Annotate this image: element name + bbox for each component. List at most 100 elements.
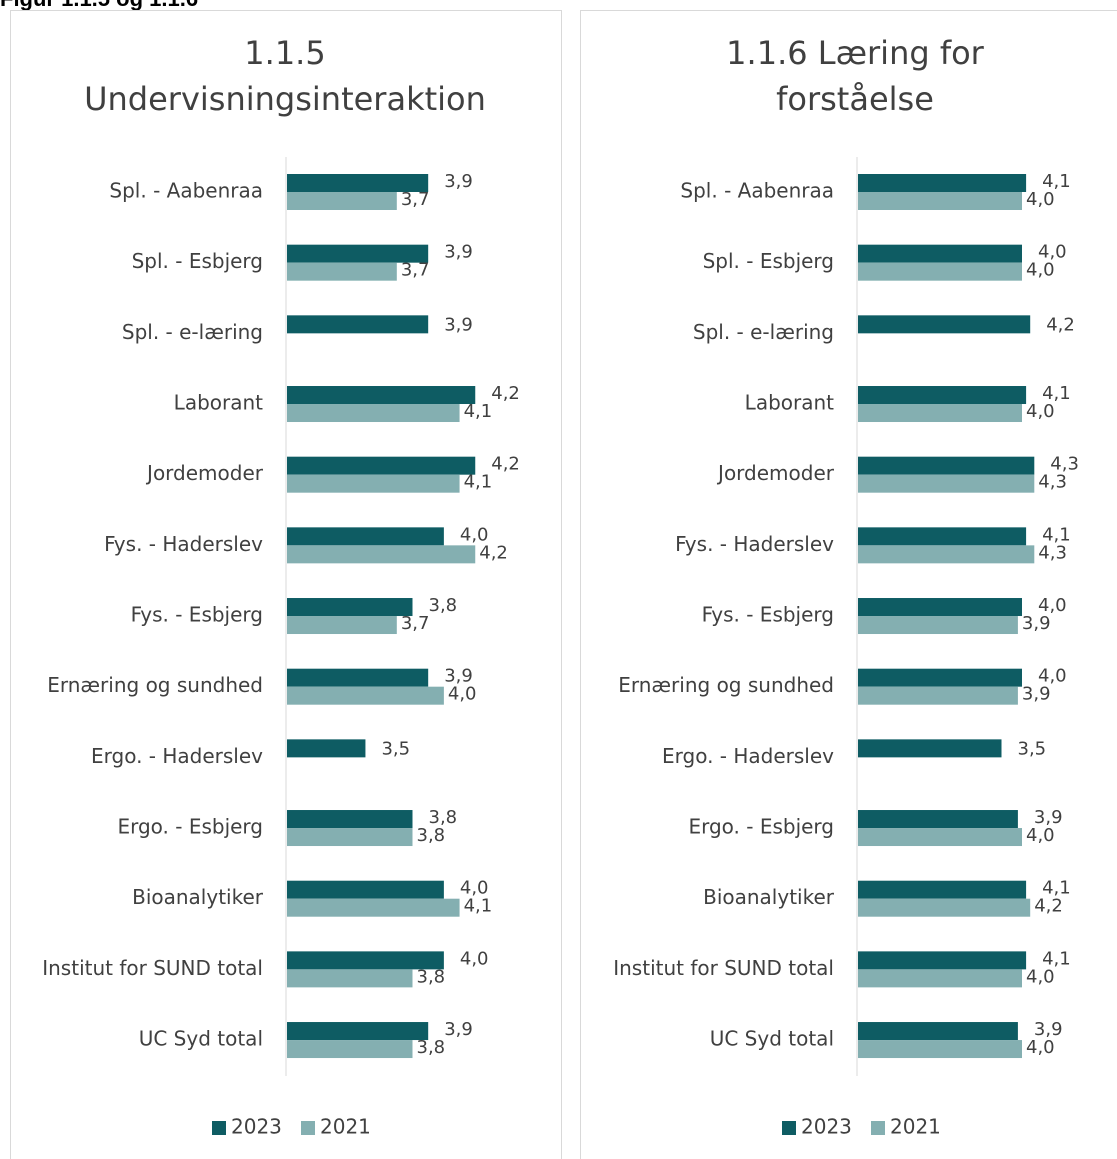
value-label: 3,9 [444, 171, 473, 192]
value-label: 4,1 [1042, 948, 1071, 969]
value-label: 3,8 [429, 807, 458, 828]
category-label: Laborant [745, 391, 834, 415]
bar [287, 456, 476, 475]
value-label: 3,5 [381, 738, 410, 759]
bar [858, 880, 1027, 899]
bar [287, 951, 444, 970]
category-label: Laborant [174, 391, 263, 415]
bar [858, 192, 1022, 210]
bar [858, 315, 1031, 334]
value-label: 4,0 [460, 878, 489, 899]
bar [287, 668, 429, 687]
value-label: 4,0 [1026, 260, 1055, 281]
bar [858, 686, 1018, 705]
category-label: UC Syd total [139, 1027, 263, 1051]
bar [287, 828, 413, 847]
bar [287, 386, 476, 405]
bar [858, 739, 1002, 758]
bar [858, 810, 1018, 829]
value-label: 4,2 [491, 454, 520, 475]
bar [287, 1040, 413, 1059]
bar [858, 545, 1035, 564]
bar [287, 244, 429, 263]
category-label: Bioanalytiker [703, 885, 835, 909]
category-label: Spl. - e-læring [122, 320, 263, 344]
figure-header: Figur 1.1.5 og 1.1.6 [0, 0, 198, 11]
bar [287, 404, 460, 423]
legend-label: 2021 [890, 1115, 941, 1139]
legend-label: 2023 [801, 1115, 852, 1139]
bar [287, 898, 460, 917]
value-label: 3,7 [401, 189, 430, 210]
value-label: 4,1 [1042, 383, 1071, 404]
category-label: Institut for SUND total [613, 956, 834, 980]
legend-swatch [871, 1121, 885, 1135]
category-label: Ernæring og sundhed [47, 673, 263, 697]
value-label: 3,9 [444, 242, 473, 263]
chart-title: Undervisningsinteraktion [84, 80, 486, 118]
bar [858, 828, 1022, 847]
bar [287, 545, 476, 564]
value-label: 3,8 [429, 595, 458, 616]
category-label: Ergo. - Esbjerg [688, 815, 834, 839]
bar [858, 668, 1022, 687]
value-label: 4,0 [1026, 1037, 1055, 1058]
value-label: 4,0 [1038, 242, 1067, 263]
value-label: 3,9 [444, 1019, 473, 1040]
value-label: 4,1 [1042, 171, 1071, 192]
bar [858, 262, 1022, 281]
bar [287, 1022, 429, 1041]
value-label: 3,8 [417, 966, 446, 987]
value-label: 4,1 [1042, 878, 1071, 899]
bar [287, 262, 397, 281]
value-label: 3,7 [401, 260, 430, 281]
value-label: 4,3 [1038, 472, 1067, 493]
value-label: 3,5 [1018, 738, 1047, 759]
chart-title: 1.1.5 [244, 34, 325, 72]
bar [858, 951, 1027, 970]
chart-title: 1.1.6 Læring for [726, 34, 985, 72]
panel-frame [10, 10, 562, 1159]
bar [858, 616, 1018, 635]
bar [287, 192, 397, 210]
bar [858, 386, 1027, 405]
category-label: UC Syd total [710, 1027, 834, 1051]
value-label: 3,8 [417, 825, 446, 846]
value-label: 3,9 [1034, 807, 1063, 828]
value-label: 4,1 [464, 401, 493, 422]
value-label: 4,0 [460, 948, 489, 969]
value-label: 4,2 [479, 542, 508, 563]
value-label: 4,0 [1026, 966, 1055, 987]
legend-label: 2021 [320, 1115, 371, 1139]
bar [858, 527, 1027, 546]
value-label: 4,0 [460, 524, 489, 545]
category-label: Jordemoder [716, 461, 835, 485]
panel-frame [580, 10, 1117, 1159]
value-label: 3,9 [444, 666, 473, 687]
bar [858, 456, 1035, 475]
bar [287, 598, 413, 617]
value-label: 3,8 [417, 1037, 446, 1058]
bar [858, 969, 1022, 988]
legend-swatch [301, 1121, 315, 1135]
value-label: 3,9 [1034, 1019, 1063, 1040]
category-label: Spl. - Aabenraa [680, 179, 834, 203]
bar [287, 969, 413, 988]
value-label: 3,7 [401, 613, 430, 634]
value-label: 4,0 [1026, 825, 1055, 846]
value-label: 4,0 [1026, 189, 1055, 210]
bar [858, 404, 1022, 423]
bar [287, 616, 397, 635]
value-label: 4,3 [1038, 542, 1067, 563]
legend-label: 2023 [231, 1115, 282, 1139]
category-label: Institut for SUND total [42, 956, 263, 980]
legend-swatch [212, 1121, 226, 1135]
category-label: Fys. - Haderslev [675, 532, 834, 556]
chart-title: forståelse [776, 80, 934, 118]
bar [858, 474, 1035, 493]
category-label: Ergo. - Haderslev [91, 744, 263, 768]
category-label: Jordemoder [145, 461, 264, 485]
value-label: 4,2 [491, 383, 520, 404]
bar [287, 315, 429, 334]
